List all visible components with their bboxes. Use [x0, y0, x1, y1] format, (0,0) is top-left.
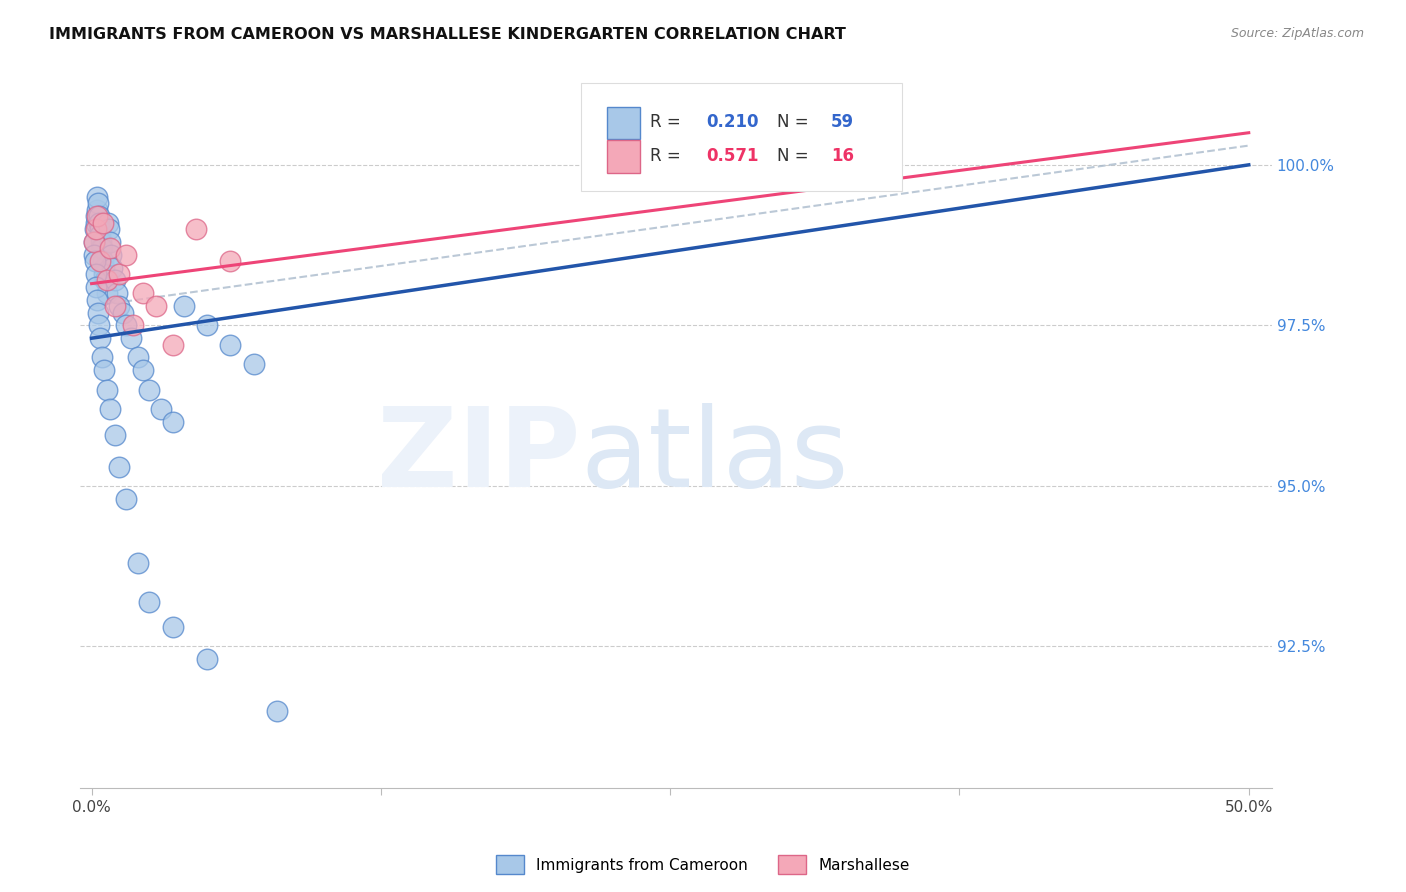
Point — [87, 196, 110, 211]
Point — [98, 401, 121, 416]
Point — [89, 228, 111, 243]
Point — [115, 318, 138, 333]
Point — [90, 235, 112, 249]
Point — [162, 620, 184, 634]
Point — [122, 318, 145, 333]
Point — [86, 202, 108, 217]
Point — [84, 254, 107, 268]
FancyBboxPatch shape — [581, 83, 903, 191]
FancyBboxPatch shape — [607, 140, 640, 173]
Point — [219, 254, 242, 268]
Point — [87, 318, 110, 333]
Text: ZIP: ZIP — [377, 403, 581, 510]
Point — [108, 267, 131, 281]
Point — [87, 305, 110, 319]
Point — [219, 337, 242, 351]
Point — [93, 267, 115, 281]
Point — [86, 190, 108, 204]
Point — [91, 241, 114, 255]
Point — [89, 254, 111, 268]
Point — [93, 363, 115, 377]
Point — [96, 286, 118, 301]
Text: atlas: atlas — [581, 403, 849, 510]
Point — [97, 216, 120, 230]
Point — [87, 209, 110, 223]
Text: R =: R = — [650, 147, 686, 165]
Point — [96, 383, 118, 397]
Point — [108, 459, 131, 474]
Point — [84, 222, 107, 236]
Point — [108, 299, 131, 313]
Text: N =: N = — [778, 113, 814, 131]
Point — [83, 235, 105, 249]
Point — [138, 383, 160, 397]
Text: Source: ZipAtlas.com: Source: ZipAtlas.com — [1230, 27, 1364, 40]
Point — [87, 216, 110, 230]
Point — [173, 299, 195, 313]
Point — [91, 254, 114, 268]
Point — [266, 704, 288, 718]
Point — [131, 286, 153, 301]
Text: R =: R = — [650, 113, 686, 131]
Point — [242, 357, 264, 371]
Point — [96, 273, 118, 287]
Point — [91, 216, 114, 230]
Point — [84, 267, 107, 281]
Point — [127, 351, 149, 365]
Point — [83, 248, 105, 262]
Point — [145, 299, 167, 313]
Point — [84, 280, 107, 294]
Point — [150, 401, 173, 416]
Point — [195, 652, 218, 666]
Text: 0.210: 0.210 — [706, 113, 758, 131]
Point — [84, 222, 107, 236]
Point — [86, 293, 108, 307]
Point — [104, 273, 127, 287]
Point — [111, 305, 134, 319]
Point — [162, 415, 184, 429]
FancyBboxPatch shape — [607, 107, 640, 139]
Point — [131, 363, 153, 377]
Point — [98, 235, 121, 249]
Point — [97, 222, 120, 236]
Point — [105, 286, 128, 301]
Point — [195, 318, 218, 333]
Point — [104, 427, 127, 442]
Point — [101, 260, 124, 275]
Text: 0.571: 0.571 — [706, 147, 758, 165]
Point — [89, 331, 111, 345]
Point — [127, 556, 149, 570]
Point — [98, 241, 121, 255]
Point — [138, 594, 160, 608]
Text: IMMIGRANTS FROM CAMEROON VS MARSHALLESE KINDERGARTEN CORRELATION CHART: IMMIGRANTS FROM CAMEROON VS MARSHALLESE … — [49, 27, 846, 42]
Text: 16: 16 — [831, 147, 853, 165]
Point — [104, 299, 127, 313]
Point — [100, 248, 122, 262]
Point — [83, 235, 105, 249]
Point — [184, 222, 207, 236]
Point — [162, 337, 184, 351]
Point — [84, 216, 107, 230]
Point — [84, 209, 107, 223]
Point — [115, 491, 138, 506]
Point — [90, 241, 112, 255]
Point — [93, 260, 115, 275]
Point — [94, 273, 117, 287]
Point — [89, 222, 111, 236]
Legend: Immigrants from Cameroon, Marshallese: Immigrants from Cameroon, Marshallese — [491, 849, 915, 880]
Point — [91, 351, 114, 365]
Text: 59: 59 — [831, 113, 853, 131]
Point — [115, 248, 138, 262]
Text: N =: N = — [778, 147, 814, 165]
Point — [86, 209, 108, 223]
Point — [120, 331, 142, 345]
